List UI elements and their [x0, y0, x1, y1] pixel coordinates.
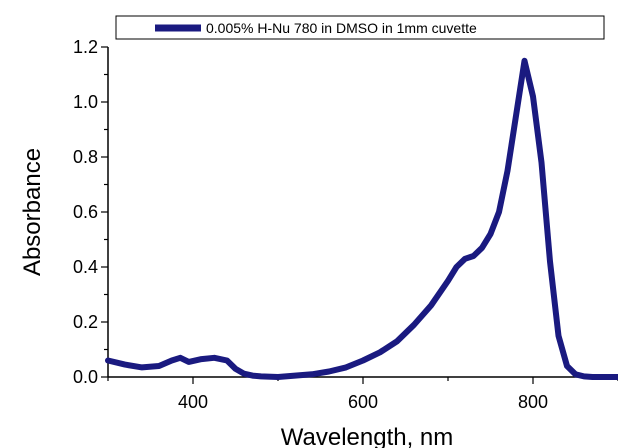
y-tick-label: 0.4 — [73, 257, 98, 277]
legend-label: 0.005% H-Nu 780 in DMSO in 1mm cuvette — [206, 20, 477, 36]
y-tick-label: 1.0 — [73, 92, 98, 112]
x-axis-label: Wavelength, nm — [281, 424, 454, 448]
y-tick-label: 0.8 — [73, 147, 98, 167]
plot-area — [107, 47, 618, 378]
legend: 0.005% H-Nu 780 in DMSO in 1mm cuvette — [115, 15, 605, 40]
x-tick-label: 600 — [348, 392, 378, 412]
y-axis-label: Absorbance — [19, 148, 46, 276]
x-axis: 400 600 800 — [107, 377, 618, 412]
y-tick-label: 0.6 — [73, 202, 98, 222]
y-tick-label: 0.2 — [73, 312, 98, 332]
series-line — [105, 57, 618, 380]
x-tick-label: 800 — [518, 392, 548, 412]
series-layer — [105, 57, 618, 380]
x-tick-label: 400 — [178, 392, 208, 412]
y-axis: 0.0 0.2 0.4 0.6 0.8 1.0 1.2 — [73, 37, 108, 387]
legend-box — [115, 15, 605, 40]
y-tick-label: 0.0 — [73, 367, 98, 387]
y-tick-label: 1.2 — [73, 37, 98, 57]
